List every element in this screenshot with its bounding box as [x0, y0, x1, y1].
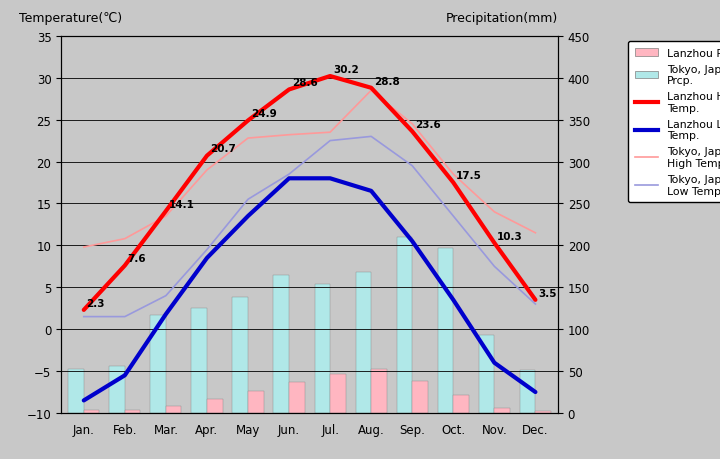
Text: 3.5: 3.5: [538, 288, 557, 298]
Text: 7.6: 7.6: [127, 254, 146, 264]
Bar: [166, 406, 181, 413]
Bar: [125, 410, 140, 413]
Bar: [315, 284, 330, 413]
Bar: [356, 273, 372, 413]
Bar: [274, 275, 289, 413]
Bar: [413, 381, 428, 413]
Bar: [495, 408, 510, 413]
Bar: [536, 411, 551, 413]
Text: 30.2: 30.2: [333, 65, 359, 75]
Text: 28.6: 28.6: [292, 78, 318, 88]
Bar: [397, 237, 413, 413]
Text: 10.3: 10.3: [497, 231, 523, 241]
Legend: Lanzhou Prcp., Tokyo, Japan
Prcp., Lanzhou High
Temp., Lanzhou Low
Temp., Tokyo,: Lanzhou Prcp., Tokyo, Japan Prcp., Lanzh…: [628, 42, 720, 202]
Bar: [438, 248, 454, 413]
Text: 24.9: 24.9: [251, 109, 276, 119]
Bar: [109, 366, 125, 413]
Bar: [150, 315, 166, 413]
Bar: [84, 410, 99, 413]
Text: Precipitation(mm): Precipitation(mm): [446, 12, 558, 25]
Bar: [207, 399, 222, 413]
Text: 23.6: 23.6: [415, 120, 441, 130]
Bar: [233, 298, 248, 413]
Bar: [289, 382, 305, 413]
Bar: [520, 370, 536, 413]
Bar: [479, 336, 495, 413]
Bar: [248, 391, 264, 413]
Text: 28.8: 28.8: [374, 77, 400, 86]
Bar: [454, 395, 469, 413]
Text: 17.5: 17.5: [456, 171, 482, 181]
Text: 14.1: 14.1: [168, 199, 194, 209]
Text: 2.3: 2.3: [86, 298, 105, 308]
Bar: [372, 369, 387, 413]
Text: Temperature(℃): Temperature(℃): [19, 12, 122, 25]
Bar: [330, 375, 346, 413]
Bar: [192, 308, 207, 413]
Text: 20.7: 20.7: [210, 144, 235, 154]
Bar: [68, 369, 84, 413]
